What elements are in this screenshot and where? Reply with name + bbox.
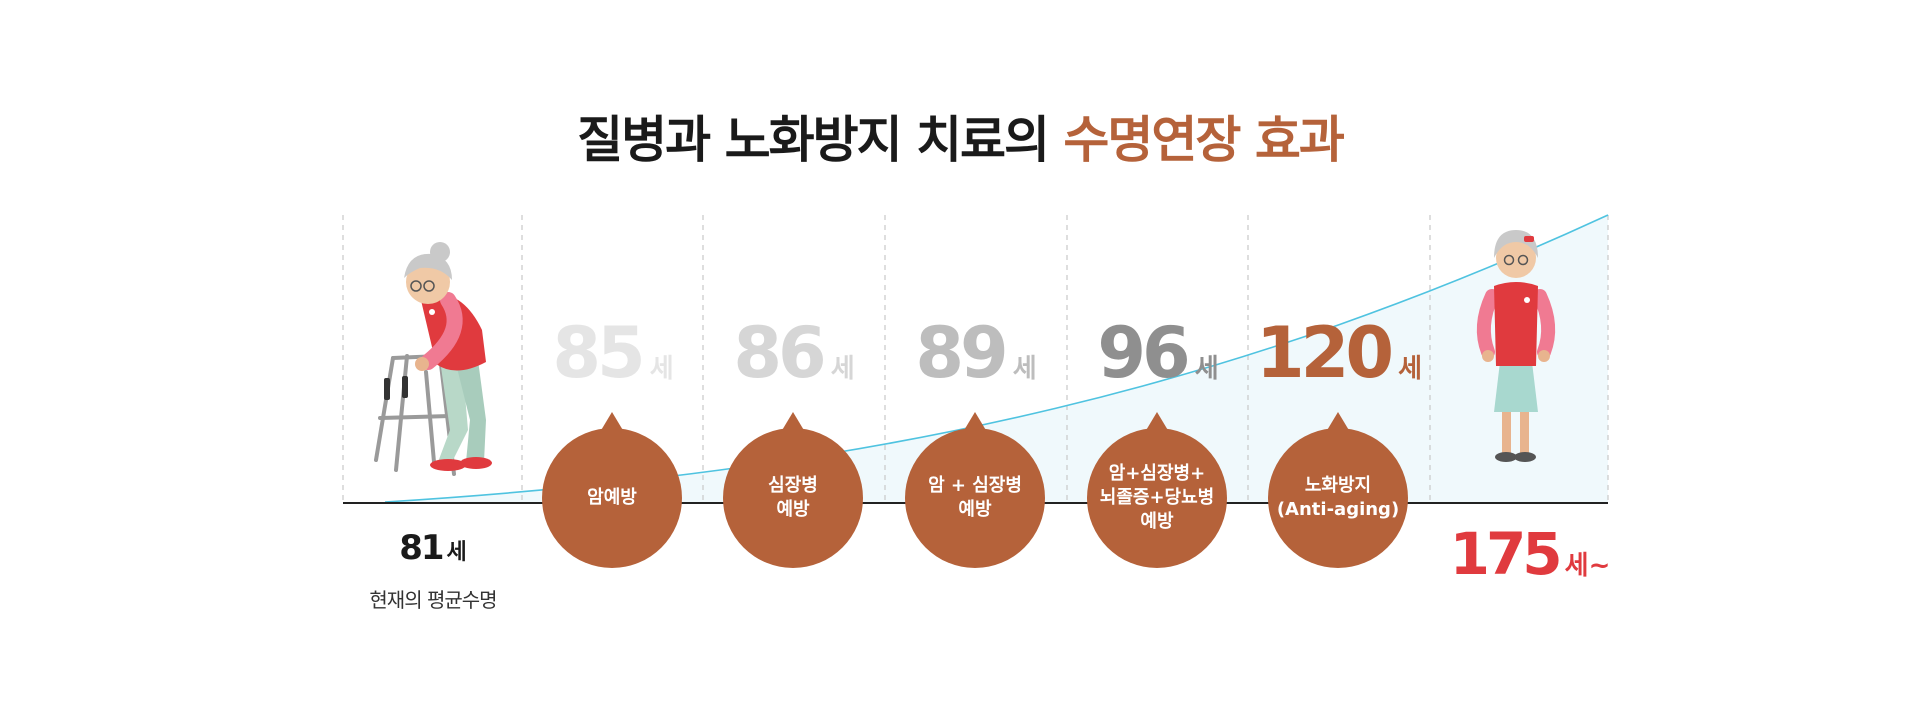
- elderly-walker-icon: [374, 242, 492, 476]
- target-age-unit: 세~: [1564, 551, 1611, 581]
- title-accent: 수명연장 효과: [1063, 111, 1344, 169]
- stage-age: 89 세: [885, 315, 1067, 407]
- title-main: 질병과 노화방지 치료의: [577, 111, 1050, 169]
- age-value: 86: [733, 312, 826, 394]
- stage-bubble: 노화방지 (Anti-aging): [1268, 412, 1408, 568]
- age-value: 120: [1255, 312, 1394, 394]
- stage-age: 96 세: [1067, 315, 1249, 407]
- stage-bubble: 암 + 심장병 예방: [905, 412, 1045, 568]
- age-unit: 세: [649, 354, 674, 384]
- age-unit: 세: [1398, 354, 1423, 384]
- age-value: 85: [552, 312, 645, 394]
- age-value: 89: [915, 312, 1008, 394]
- current-lifespan: 81 세: [343, 528, 523, 568]
- current-age-value: 81: [399, 528, 444, 568]
- elderly-woman-standing-icon: [1476, 230, 1556, 462]
- target-lifespan: 175 세~: [1430, 520, 1630, 588]
- target-age-value: 175: [1449, 520, 1563, 588]
- column-dividers: [342, 215, 1609, 500]
- stage-bubble: 암예방: [542, 412, 682, 568]
- stage-bubble: 암+심장병+ 뇌졸증+당뇨병 예방: [1087, 412, 1227, 568]
- current-age-unit: 세: [446, 540, 467, 565]
- stage-age: 86 세: [703, 315, 885, 407]
- age-unit: 세: [830, 354, 855, 384]
- stage-age: 120 세: [1248, 315, 1430, 407]
- stage-age: 85 세: [522, 315, 704, 407]
- age-unit: 세: [1012, 354, 1037, 384]
- growth-curve-area: [385, 215, 1608, 502]
- page-title: 질병과 노화방지 치료의 수명연장 효과: [0, 100, 1920, 172]
- current-lifespan-label: 현재의 평균수명: [369, 588, 497, 612]
- age-unit: 세: [1194, 354, 1219, 384]
- stage-bubble: 심장병 예방: [723, 412, 863, 568]
- age-value: 96: [1097, 312, 1190, 394]
